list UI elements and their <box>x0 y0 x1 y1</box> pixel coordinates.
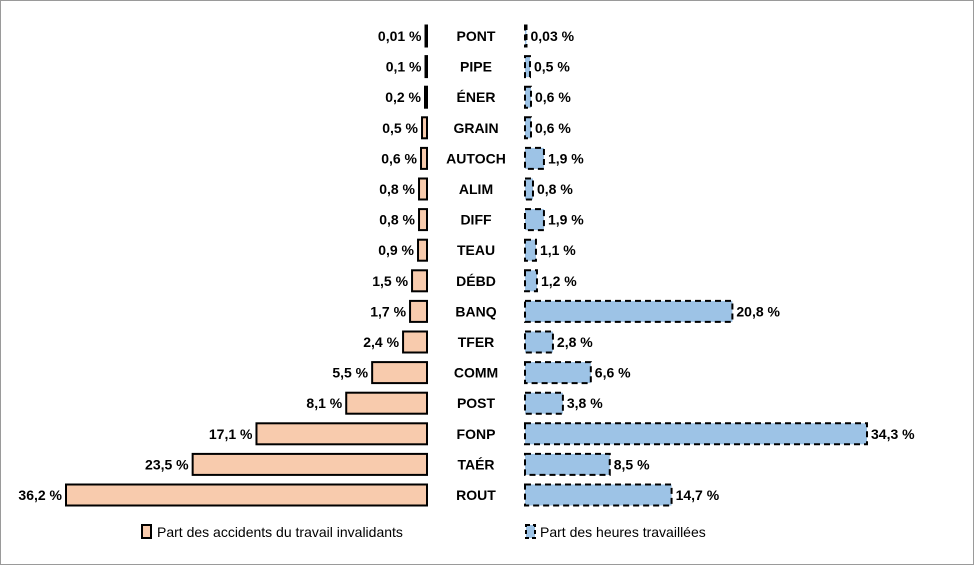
data-label-accidents-alim: 0,8 % <box>379 181 415 197</box>
bar-accidents-pipe <box>424 55 428 79</box>
data-label-hours-taer: 8,5 % <box>614 456 650 472</box>
data-label-hours-ener: 0,6 % <box>535 89 571 105</box>
category-label-diff: DIFF <box>460 212 492 228</box>
category-label-rout: ROUT <box>456 487 496 503</box>
bar-accidents-pont <box>424 24 428 48</box>
legend-label-hours: Part des heures travaillées <box>540 524 706 540</box>
data-label-hours-banq: 20,8 % <box>736 303 780 319</box>
category-label-banq: BANQ <box>455 303 496 319</box>
category-label-comm: COMM <box>454 365 498 381</box>
category-label-pipe: PIPE <box>460 59 492 75</box>
bar-hours-teau <box>524 238 537 262</box>
data-label-accidents-ener: 0,2 % <box>385 89 421 105</box>
data-label-accidents-grain: 0,5 % <box>382 120 418 136</box>
data-label-hours-comm: 6,6 % <box>595 365 631 381</box>
data-label-hours-teau: 1,1 % <box>540 242 576 258</box>
data-label-accidents-teau: 0,9 % <box>378 242 414 258</box>
data-label-accidents-pont: 0,01 % <box>378 28 422 44</box>
data-label-accidents-rout: 36,2 % <box>18 487 62 503</box>
bar-hours-comm <box>524 361 592 385</box>
category-label-debd: DÉBD <box>456 273 496 289</box>
data-label-hours-autoch: 1,9 % <box>548 150 584 166</box>
data-label-accidents-tfer: 2,4 % <box>363 334 399 350</box>
legend: Part des accidents du travail invalidant… <box>141 524 706 540</box>
data-label-accidents-comm: 5,5 % <box>332 365 368 381</box>
bar-accidents-ener <box>424 85 428 109</box>
bar-hours-taer <box>524 452 611 476</box>
bar-accidents-diff <box>418 208 428 232</box>
bar-hours-banq <box>524 299 734 323</box>
bar-accidents-taer <box>191 452 428 476</box>
bar-accidents-fonp <box>255 422 428 446</box>
bar-hours-pont <box>524 24 528 48</box>
bar-accidents-tfer <box>402 330 428 354</box>
category-label-fonp: FONP <box>457 426 496 442</box>
category-label-alim: ALIM <box>459 181 493 197</box>
data-label-accidents-post: 8,1 % <box>306 395 342 411</box>
legend-swatch-hours <box>525 524 536 539</box>
data-label-hours-diff: 1,9 % <box>548 212 584 228</box>
data-label-accidents-pipe: 0,1 % <box>386 59 422 75</box>
data-label-hours-grain: 0,6 % <box>535 120 571 136</box>
data-label-hours-pipe: 0,5 % <box>534 59 570 75</box>
bar-hours-fonp <box>524 422 868 446</box>
category-label-autoch: AUTOCH <box>446 150 506 166</box>
data-label-hours-fonp: 34,3 % <box>871 426 915 442</box>
bar-hours-alim <box>524 177 534 201</box>
legend-swatch-accidents <box>141 524 152 539</box>
bar-hours-tfer <box>524 330 554 354</box>
bar-hours-rout <box>524 483 673 507</box>
data-label-accidents-fonp: 17,1 % <box>209 426 253 442</box>
bar-hours-grain <box>524 116 532 140</box>
category-label-post: POST <box>457 395 496 411</box>
legend-label-accidents: Part des accidents du travail invalidant… <box>157 524 403 540</box>
bar-hours-debd <box>524 269 538 293</box>
bar-hours-post <box>524 391 564 415</box>
data-label-accidents-taer: 23,5 % <box>145 456 189 472</box>
data-label-accidents-autoch: 0,6 % <box>381 150 417 166</box>
data-label-accidents-banq: 1,7 % <box>370 303 406 319</box>
category-label-pont: PONT <box>457 28 496 44</box>
bar-hours-autoch <box>524 146 545 170</box>
data-label-hours-tfer: 2,8 % <box>557 334 593 350</box>
category-label-grain: GRAIN <box>453 120 498 136</box>
bar-accidents-grain <box>421 116 429 140</box>
bar-accidents-autoch <box>420 146 428 170</box>
data-label-hours-debd: 1,2 % <box>541 273 577 289</box>
category-labels: PONT PIPE ÉNER GRAIN AUTOCH ALIM DIFF TEAU DÉBD B… <box>446 28 506 503</box>
category-label-tfer: TFER <box>458 334 495 350</box>
data-label-hours-alim: 0,8 % <box>537 181 573 197</box>
bar-accidents-alim <box>418 177 428 201</box>
bar-accidents-banq <box>409 299 429 323</box>
bar-accidents-post <box>345 391 428 415</box>
data-label-hours-post: 3,8 % <box>567 395 603 411</box>
category-label-ener: ÉNER <box>457 89 496 105</box>
hours-bars: 0,03 % 0,5 % 0,6 % 0,6 % 1,9 % 0,8 % 1,9 % 1,1 … <box>524 24 915 507</box>
bar-hours-pipe <box>524 55 531 79</box>
data-label-hours-pont: 0,03 % <box>531 28 575 44</box>
bar-accidents-rout <box>65 483 428 507</box>
category-label-taer: TAÉR <box>457 456 494 472</box>
bar-accidents-comm <box>371 361 429 385</box>
category-label-teau: TEAU <box>457 242 495 258</box>
data-label-hours-rout: 14,7 % <box>676 487 720 503</box>
bar-hours-ener <box>524 85 532 109</box>
data-label-accidents-diff: 0,8 % <box>379 212 415 228</box>
bar-accidents-teau <box>417 238 429 262</box>
accidents-bars: 0,01 % 0,1 % 0,2 % 0,5 % 0,6 % 0,8 % 0,8 % 0,9 … <box>18 24 429 507</box>
bar-accidents-debd <box>411 269 429 293</box>
data-label-accidents-debd: 1,5 % <box>372 273 408 289</box>
bar-hours-diff <box>524 208 545 232</box>
